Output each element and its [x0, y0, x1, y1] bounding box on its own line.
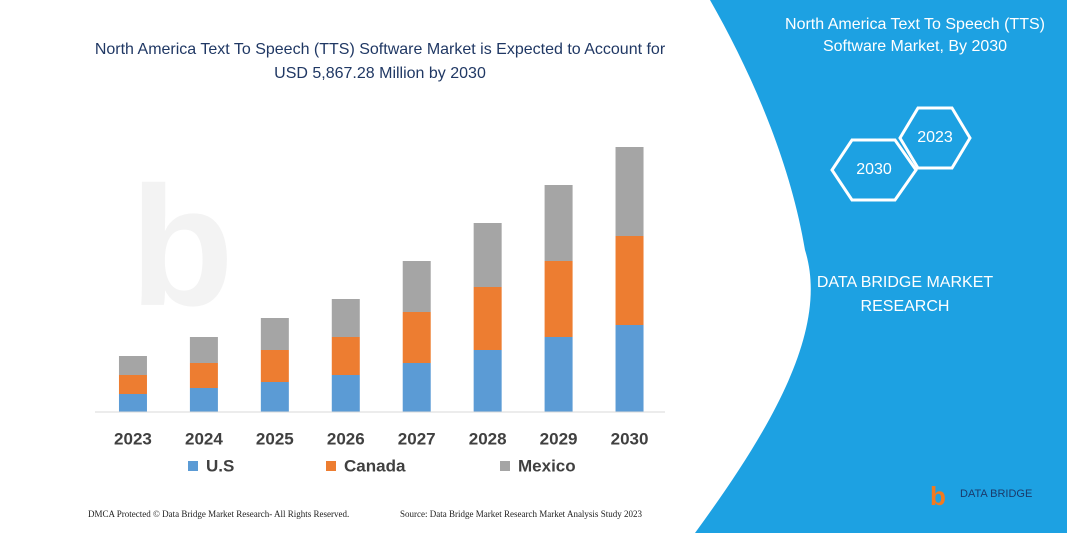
legend-swatch: [500, 461, 510, 471]
legend-swatch: [188, 461, 198, 471]
legend-swatch: [326, 461, 336, 471]
bar-segment: [473, 223, 502, 287]
hexagon: [830, 138, 918, 202]
hex-label: 2023: [917, 129, 953, 146]
bar-segment: [615, 236, 644, 325]
bar-segment: [544, 337, 573, 412]
x-tick-label: 2026: [327, 429, 365, 448]
bar-segment: [118, 356, 147, 375]
bar-segment: [544, 185, 573, 261]
x-tick-label: 2023: [114, 429, 152, 448]
bar-segment: [260, 350, 289, 382]
x-tick-label: 2028: [469, 429, 507, 448]
bar-segment: [402, 312, 431, 363]
bar-segment: [615, 147, 644, 236]
bar-segment: [331, 299, 360, 337]
footer-right: Source: Data Bridge Market Research Mark…: [400, 509, 642, 519]
bar-segment: [331, 375, 360, 412]
bar-segment: [189, 337, 218, 363]
bar-segment: [615, 325, 644, 412]
footer-left: DMCA Protected © Data Bridge Market Rese…: [88, 509, 349, 519]
x-tick-label: 2025: [256, 429, 294, 448]
bar-segment: [402, 261, 431, 312]
hex-label: 2030: [856, 161, 892, 178]
hexagon: [898, 106, 972, 170]
bar-segment: [544, 261, 573, 337]
legend-label: Mexico: [518, 456, 576, 475]
bar-segment: [473, 287, 502, 350]
legend-label: U.S: [206, 456, 234, 475]
bar-segment: [189, 388, 218, 412]
chart-title: North America Text To Speech (TTS) Softw…: [95, 41, 666, 82]
bar-segment: [189, 363, 218, 388]
x-tick-label: 2027: [398, 429, 436, 448]
bar-segment: [402, 363, 431, 412]
panel-title: North America Text To Speech (TTS) Softwa…: [785, 16, 1045, 55]
logo-text: DATA BRIDGE: [960, 488, 1032, 500]
x-tick-label: 2030: [611, 429, 649, 448]
legend-label: Canada: [344, 456, 406, 475]
bar-segment: [118, 394, 147, 412]
company-name: DATA BRIDGE MARKET RESEARCH: [817, 274, 994, 315]
x-tick-label: 2029: [540, 429, 578, 448]
side-panel: [695, 0, 1067, 533]
bar-segment: [260, 318, 289, 350]
x-tick-label: 2024: [185, 429, 223, 448]
watermark: b: [130, 152, 234, 342]
bar-segment: [331, 337, 360, 375]
bar-segment: [260, 382, 289, 412]
logo-mark: b: [930, 481, 946, 511]
bar-segment: [473, 350, 502, 412]
bar-segment: [118, 375, 147, 394]
